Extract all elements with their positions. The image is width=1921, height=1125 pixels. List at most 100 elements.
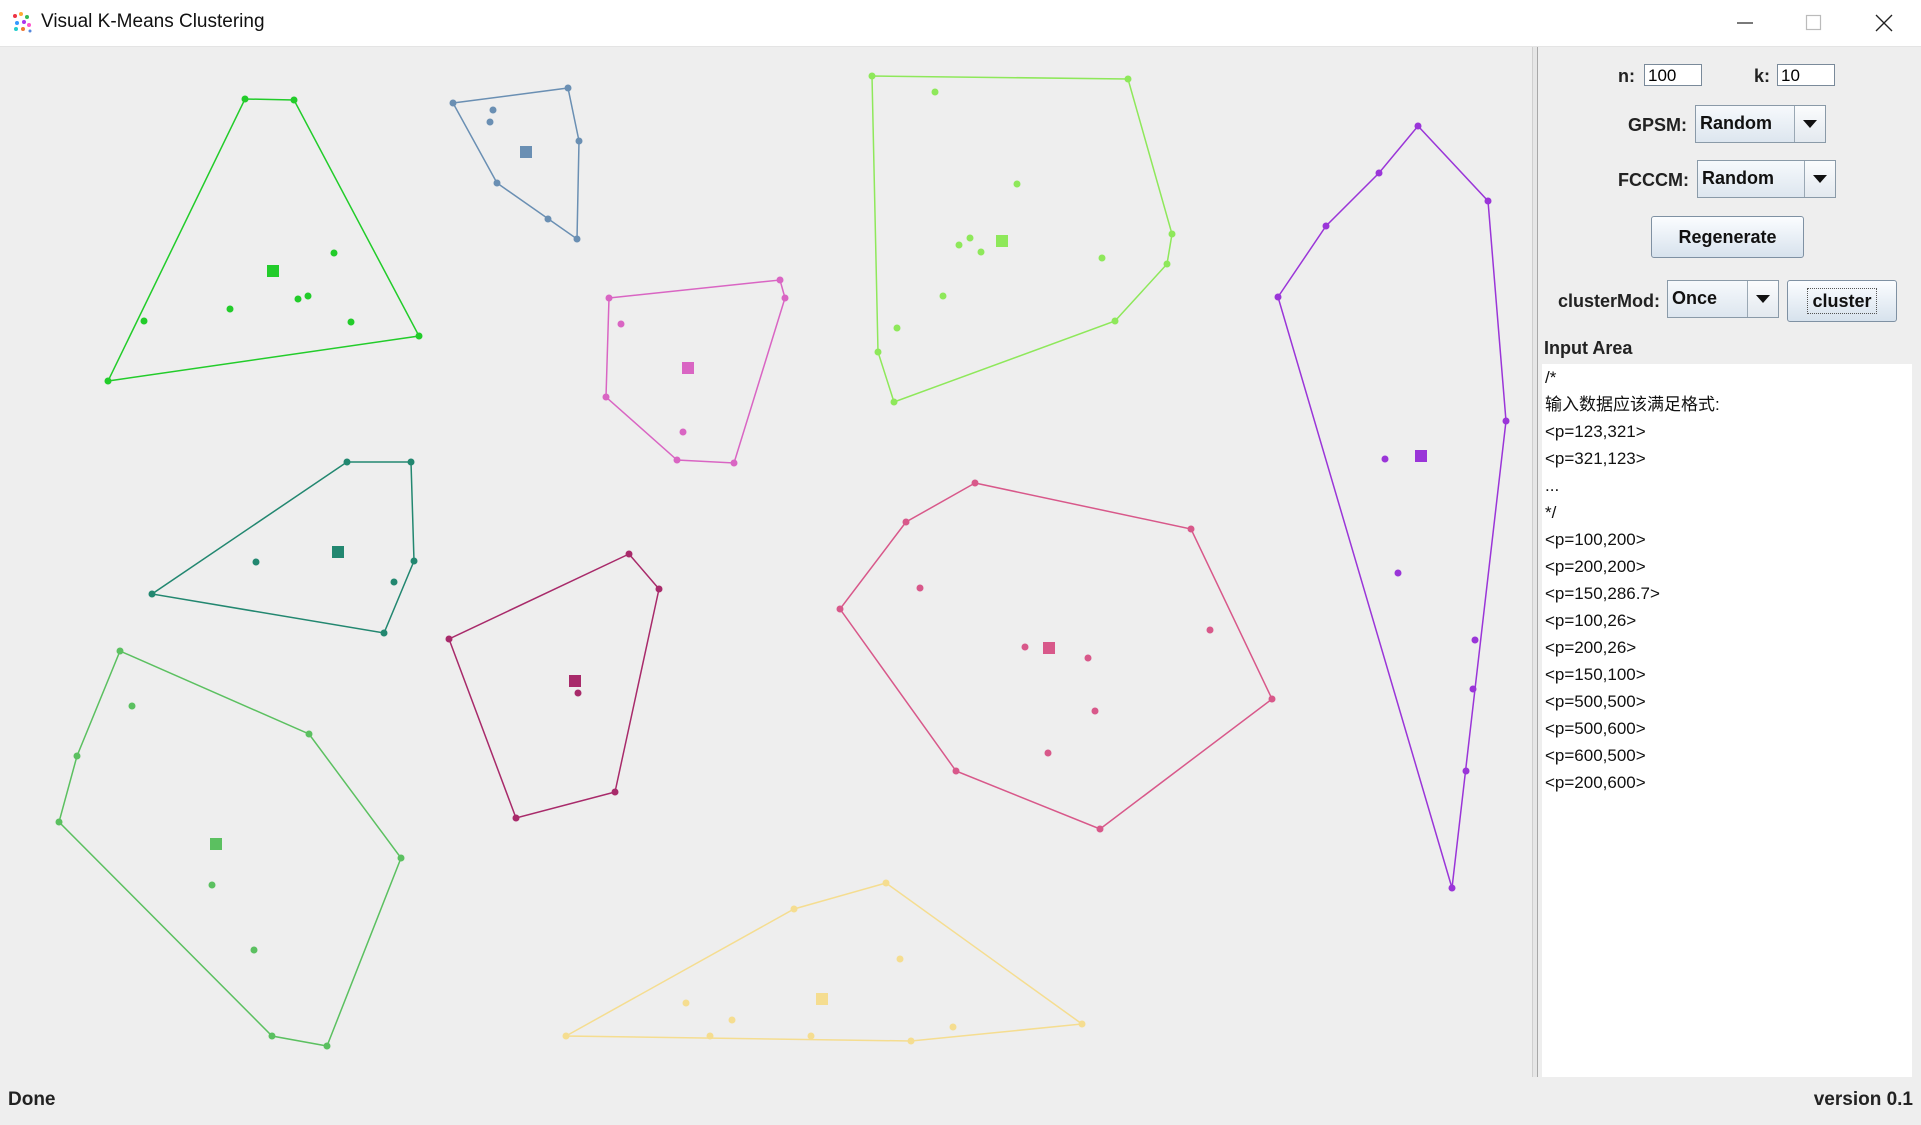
cluster-point	[347, 318, 355, 326]
cluster-point	[449, 99, 457, 107]
n-input[interactable]: 100	[1644, 64, 1702, 86]
gpsm-selected-value: Random	[1700, 113, 1772, 133]
cluster-button-label: cluster	[1807, 288, 1877, 314]
status-bar: Done version 0.1	[0, 1077, 1921, 1125]
cluster-plot	[55, 72, 1510, 1050]
split-pane-divider[interactable]	[1532, 47, 1538, 1077]
cluster-button[interactable]: cluster	[1787, 280, 1897, 322]
minimize-button[interactable]	[1712, 0, 1778, 46]
cluster-point	[625, 550, 633, 558]
cluster-point	[250, 946, 258, 954]
fcccm-dropdown-button[interactable]	[1804, 161, 1835, 197]
cluster-point	[1021, 643, 1029, 651]
cluster-point	[896, 955, 904, 963]
input-line: 输入数据应该满足格式:	[1545, 395, 1720, 414]
gpsm-select[interactable]: Random	[1695, 105, 1826, 143]
input-area-textarea[interactable]: /* 输入数据应该满足格式: <p=123,321> <p=321,123>... */…	[1542, 364, 1912, 1077]
cluster-point	[1091, 707, 1099, 715]
cluster-point	[241, 95, 249, 103]
cluster-hull	[448, 553, 660, 819]
maximize-button[interactable]	[1781, 0, 1847, 46]
cluster-point	[617, 320, 625, 328]
k-input[interactable]: 10	[1777, 64, 1835, 86]
cluster-point	[916, 584, 924, 592]
cluster-point	[73, 752, 81, 760]
fcccm-select[interactable]: Random	[1697, 160, 1836, 198]
cluster-hull	[605, 279, 786, 464]
cluster-point	[781, 294, 789, 302]
cluster-point	[1206, 626, 1214, 634]
cluster-point	[949, 1023, 957, 1031]
cluster-hull	[871, 75, 1173, 403]
cluster-point	[682, 999, 690, 1007]
cluster-point	[1163, 260, 1171, 268]
cluster-point	[1274, 293, 1282, 301]
cluster-point	[562, 1032, 570, 1040]
gpsm-label: GPSM:	[1628, 115, 1688, 135]
cluster-point	[790, 905, 798, 913]
input-line: <p=200,200>	[1545, 557, 1646, 576]
maximize-icon	[1805, 14, 1822, 31]
input-line: <p=150,100>	[1545, 665, 1646, 684]
status-text: Done	[8, 1089, 56, 1110]
input-line: ...	[1545, 476, 1560, 495]
cluster-point	[807, 1032, 815, 1040]
clustermod-dropdown-button[interactable]	[1747, 281, 1778, 317]
cluster-point	[874, 348, 882, 356]
gpsm-dropdown-button[interactable]	[1794, 106, 1825, 142]
input-line: <p=123,321>	[1545, 422, 1646, 441]
cluster-point	[486, 118, 494, 126]
cluster-point	[397, 854, 405, 862]
cluster-point	[655, 585, 663, 593]
cluster-point	[1084, 654, 1092, 662]
cluster-point	[955, 241, 963, 249]
clustermod-label: clusterMod:	[1558, 291, 1661, 311]
window-title: Visual K-Means Clustering	[41, 11, 265, 32]
cluster-point	[445, 635, 453, 643]
title-bar: Visual K-Means Clustering	[0, 0, 1921, 47]
cluster-hull	[563, 882, 1085, 1042]
cluster-hull	[58, 650, 402, 1047]
cluster-point	[605, 294, 613, 302]
cluster-point	[902, 518, 910, 526]
cluster-point	[573, 235, 581, 243]
cluster-centroid	[996, 235, 1008, 247]
cluster-hull	[839, 482, 1273, 830]
cluster-point	[966, 234, 974, 242]
close-button[interactable]	[1851, 0, 1917, 46]
close-icon	[1875, 14, 1893, 32]
cluster-point	[574, 689, 582, 697]
cluster-point	[602, 393, 610, 401]
cluster-point	[330, 249, 338, 257]
cluster-canvas[interactable]	[0, 47, 1532, 1077]
input-line: <p=321,123>	[1545, 449, 1646, 468]
cluster-centroid	[569, 675, 581, 687]
cluster-centroid	[520, 146, 532, 158]
input-line: <p=500,600>	[1545, 719, 1646, 738]
cluster-point	[1098, 254, 1106, 262]
cluster-point	[489, 106, 497, 114]
input-line: <p=600,500>	[1545, 746, 1646, 765]
clustermod-select[interactable]: Once	[1667, 280, 1779, 318]
cluster-point	[390, 578, 398, 586]
cluster-point	[226, 305, 234, 313]
cluster-point	[907, 1037, 915, 1045]
regenerate-button[interactable]: Regenerate	[1651, 216, 1804, 258]
cluster-point	[305, 730, 313, 738]
cluster-point	[776, 276, 784, 284]
cluster-point	[728, 1016, 736, 1024]
scatter-app-icon	[11, 11, 33, 33]
cluster-point	[893, 324, 901, 332]
cluster-point	[380, 629, 388, 637]
cluster-centroid	[816, 993, 828, 1005]
cluster-point	[148, 590, 156, 598]
cluster-point	[1096, 825, 1104, 833]
cluster-centroid	[682, 362, 694, 374]
cluster-point	[407, 458, 415, 466]
input-line: <p=500,500>	[1545, 692, 1646, 711]
cluster-point	[1268, 695, 1276, 703]
cluster-hull	[150, 461, 415, 634]
cluster-point	[1322, 222, 1330, 230]
cluster-point	[104, 377, 112, 385]
cluster-point	[890, 398, 898, 406]
